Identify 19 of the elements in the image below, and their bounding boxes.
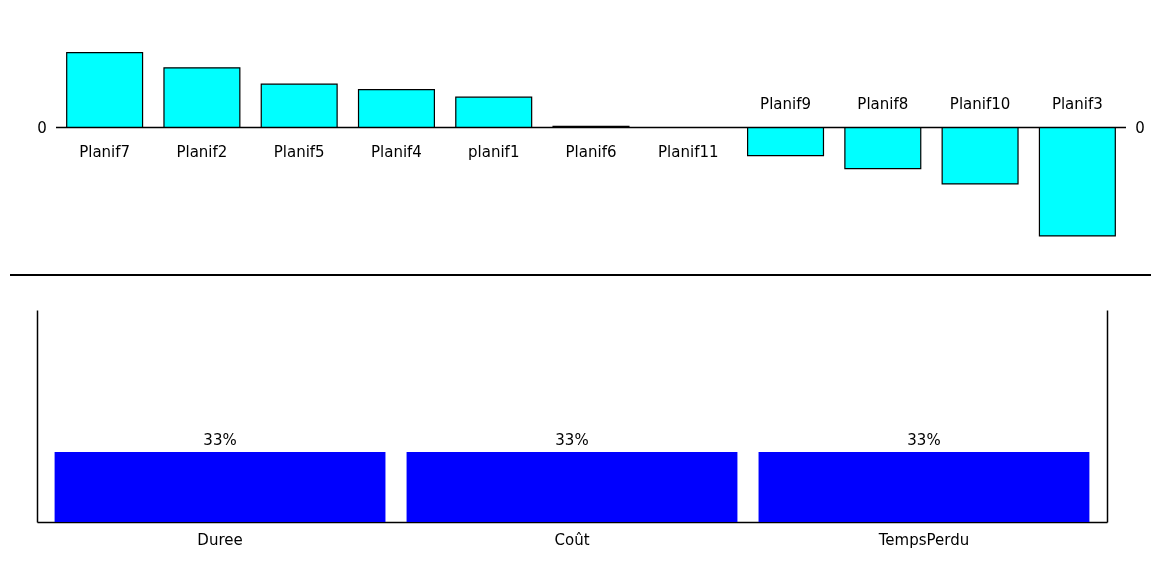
text: 0 xyxy=(1135,118,1145,137)
x-tick-label: Planif11 xyxy=(658,142,719,161)
x-tick-label: Planif4 xyxy=(371,142,422,161)
x-tick-label: Planif7 xyxy=(79,142,131,161)
x-tick-label: Planif6 xyxy=(565,142,617,161)
text: 0 xyxy=(37,118,47,137)
x-tick-label: Planif10 xyxy=(949,94,1011,113)
x-tick-label: TempsPerdu xyxy=(877,530,970,549)
data-label: 33% xyxy=(555,431,589,450)
x-tick-label: Coût xyxy=(554,530,590,549)
x-tick-label: Duree xyxy=(197,530,243,549)
x-tick-label: Planif5 xyxy=(273,142,325,161)
x-tick-label: Planif8 xyxy=(857,94,909,113)
data-label: 33% xyxy=(203,431,237,450)
x-tick-label: planif1 xyxy=(468,142,520,161)
x-tick-label: Planif9 xyxy=(760,94,811,113)
x-tick-label: Planif2 xyxy=(176,142,228,161)
data-label: 33% xyxy=(907,431,941,450)
x-tick-label: Planif3 xyxy=(1051,94,1103,113)
